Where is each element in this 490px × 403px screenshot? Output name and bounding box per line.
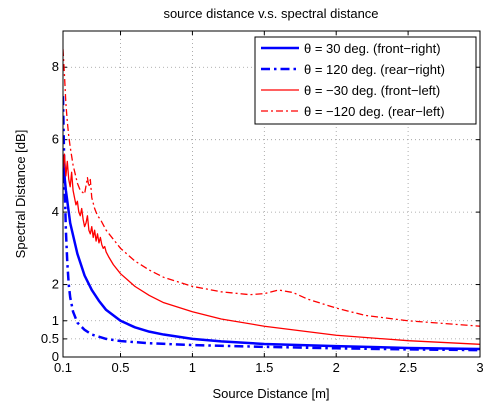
legend: θ = 30 deg. (front−right) θ = 120 deg. (r… bbox=[254, 36, 477, 125]
x-tick-label: 2.5 bbox=[399, 360, 417, 375]
legend-label-1: θ = 30 deg. (front−right) bbox=[304, 41, 441, 56]
series-line-1 bbox=[63, 161, 480, 351]
x-tick-label: 0.1 bbox=[54, 360, 72, 375]
x-tick-label: 3 bbox=[476, 360, 483, 375]
y-axis-label: Spectral Distance [dB] bbox=[13, 130, 28, 259]
y-tick-label: 2 bbox=[52, 277, 59, 292]
x-tick-label: 1 bbox=[189, 360, 196, 375]
y-tick-label: 1 bbox=[52, 313, 59, 328]
y-tick-label: 8 bbox=[52, 59, 59, 74]
legend-label-4: θ = −120 deg. (rear−left) bbox=[304, 104, 445, 119]
series-line-3 bbox=[63, 153, 480, 345]
series-line-4 bbox=[63, 49, 480, 327]
chart-title: source distance v.s. spectral distance bbox=[163, 6, 378, 21]
x-tick-label: 2 bbox=[333, 360, 340, 375]
legend-label-2: θ = 120 deg. (rear−right) bbox=[304, 62, 445, 77]
legend-label-3: θ = −30 deg. (front−left) bbox=[304, 83, 440, 98]
y-tick-label: 4 bbox=[52, 204, 59, 219]
x-tick-label: 1.5 bbox=[255, 360, 273, 375]
series-group bbox=[63, 49, 480, 352]
y-tick-label: 6 bbox=[52, 132, 59, 147]
legend-box bbox=[254, 36, 477, 125]
plot-frame bbox=[62, 30, 481, 358]
x-axis-label: Source Distance [m] bbox=[212, 386, 329, 401]
y-tick-label: 0 bbox=[52, 349, 59, 364]
series-line-2 bbox=[63, 96, 480, 352]
x-tick-label: 0.5 bbox=[111, 360, 129, 375]
y-tick-label: 0.5 bbox=[41, 331, 59, 346]
axis-ticks: 0.1 0.5 1 1.5 2 2.5 3 0 0.5 1 2 4 6 8 bbox=[41, 31, 484, 375]
